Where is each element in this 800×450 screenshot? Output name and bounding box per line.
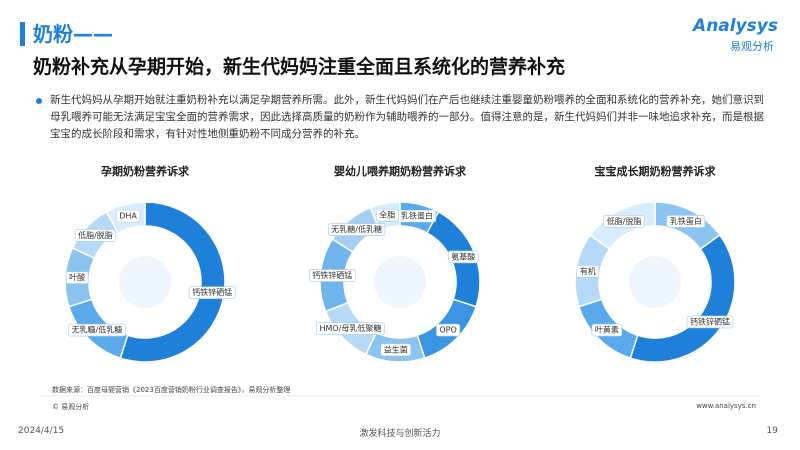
website: www.analysys.cn (696, 402, 756, 410)
segment-label: 无乳糖/低乳糖 (68, 323, 126, 337)
date: 2024/4/15 (18, 426, 65, 436)
label-box (576, 265, 600, 278)
donut-segment (119, 201, 226, 363)
label-box (591, 323, 623, 337)
segment-label-text: 乳铁蛋白 (670, 216, 702, 226)
segment-label: DHA (115, 209, 141, 223)
label-box (115, 209, 141, 223)
segment-label-text: 益生菌 (384, 344, 408, 354)
label-box (328, 223, 386, 236)
label-box (74, 229, 117, 242)
segment-label-text: OPO (439, 326, 456, 335)
segment-label-text: 无乳糖/低乳糖 (331, 224, 382, 234)
slogan: 激发科技与创新活力 (359, 429, 441, 439)
segment-label-text: 钙铁锌硒锰 (312, 270, 352, 280)
logo-name: 易观分析 (730, 40, 774, 53)
label-box (309, 269, 356, 282)
segment-label-text: 有机 (580, 266, 596, 276)
segment-label: OPO (436, 323, 461, 337)
label-box (447, 250, 479, 264)
segment-label-text: 低脂/脱脂 (78, 230, 113, 240)
label-box (375, 208, 399, 222)
segment-label: 乳铁蛋白 (397, 209, 437, 223)
segment-label-text: 钙铁锌硒锰 (690, 316, 730, 326)
segment-label: 钙铁锌硒锰 (309, 269, 356, 282)
segment-label-text: 氨基酸 (451, 251, 475, 261)
label-box (436, 323, 461, 337)
segment-label-text: 叶黄素 (595, 325, 619, 335)
segment-label-text: 乳铁蛋白 (401, 211, 433, 221)
segment-label-text: 低脂/脱脂 (607, 216, 642, 226)
chart-title: 宝宝成长期奶粉营养诉求 (595, 164, 717, 178)
segment-label: 有机 (576, 265, 600, 278)
label-box (380, 343, 412, 357)
segment-label: HMO/母乳低聚糖 (316, 322, 385, 335)
segment-label: 低脂/脱脂 (74, 229, 117, 242)
segment-label: 叶酸 (65, 271, 89, 285)
label-box (188, 286, 236, 299)
page-number: 19 (766, 426, 778, 436)
segment-label: 全脂 (375, 208, 399, 222)
segment-label-text: HMO/母乳低聚糖 (319, 323, 381, 333)
label-box (666, 215, 706, 228)
label-box (65, 271, 89, 285)
segment-label: 钙铁锌硒锰 (686, 315, 734, 329)
segment-label: 钙铁锌硒锰 (188, 286, 236, 299)
chart-title: 婴幼儿喂养期奶粉营养诉求 (334, 164, 467, 178)
label-box (686, 315, 734, 329)
slide-title: 奶粉补充从孕期开始，新生代妈妈注重全面且系统化的营养补充 (33, 56, 566, 78)
source: 数据来源：百度母婴营销《2023百度营销奶粉行业调查报告》，易观分析整理 (52, 386, 291, 394)
label-box (68, 323, 126, 337)
segment-label: 乳铁蛋白 (666, 215, 706, 228)
segment-label: 益生菌 (380, 343, 412, 357)
segment-label: 氨基酸 (447, 250, 479, 264)
segment-label-text: 全脂 (379, 210, 395, 220)
paragraph: 新生代妈妈从孕期开始就注重奶粉补充以满足孕期营养所需。此外，新生代妈妈们在产后也… (36, 92, 770, 143)
segment-label: 无乳糖/低乳糖 (328, 223, 386, 236)
segment-label-text: 钙铁锌硒锰 (192, 287, 232, 297)
logo-brand: Analysys (693, 16, 778, 36)
center-illustration (374, 256, 426, 308)
copyright: © 易观分析 (52, 403, 90, 411)
section-title: 奶粉—— (20, 22, 113, 46)
chart-title: 孕期奶粉营养诉求 (101, 164, 190, 178)
segment-label-text: DHA (119, 212, 137, 221)
segment-label-text: 无乳糖/低乳糖 (72, 325, 123, 335)
center-illustration (119, 256, 171, 308)
segment-label-text: 叶酸 (69, 272, 85, 282)
label-box (603, 215, 645, 228)
label-box (316, 322, 385, 335)
center-illustration (629, 256, 681, 308)
segment-label: 低脂/脱脂 (603, 215, 645, 228)
segment-label: 叶黄素 (591, 323, 623, 337)
